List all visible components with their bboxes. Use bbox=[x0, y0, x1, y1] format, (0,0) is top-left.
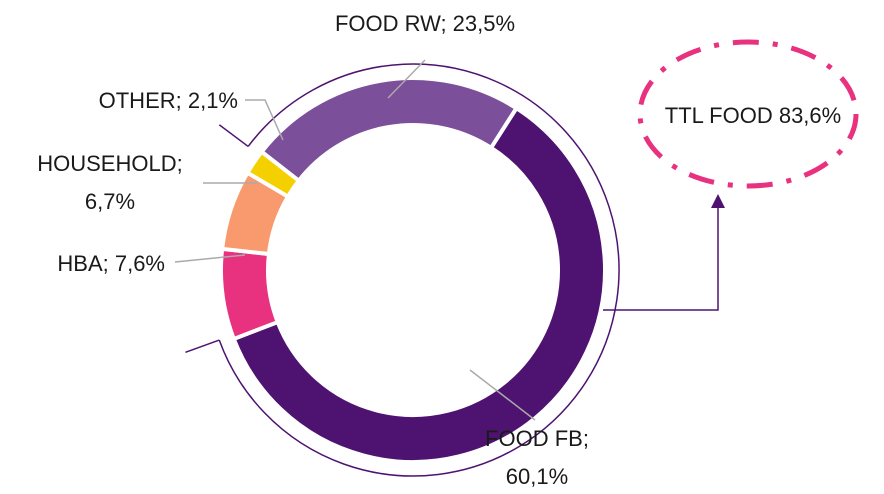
donut-segment bbox=[231, 105, 607, 464]
data-label: OTHER; 2,1% bbox=[99, 88, 238, 113]
data-label: HBA; 7,6% bbox=[57, 251, 165, 276]
leader-line bbox=[469, 369, 536, 421]
label-line: 6,7% bbox=[85, 189, 135, 214]
bracket-end bbox=[185, 339, 220, 354]
label-line: HOUSEHOLD; bbox=[37, 151, 182, 176]
leader-line bbox=[387, 59, 426, 99]
donut bbox=[185, 63, 620, 477]
donut-segment bbox=[219, 246, 281, 342]
donut-segment bbox=[258, 76, 520, 184]
donut-segment bbox=[244, 148, 302, 200]
label-line: 60,1% bbox=[506, 464, 568, 489]
annotation: TTL FOOD 83,6% bbox=[665, 103, 841, 128]
leader-line bbox=[174, 254, 246, 263]
connector bbox=[603, 200, 719, 311]
bracket-arc bbox=[218, 63, 620, 477]
data-label: FOOD FB; 60,1% bbox=[485, 426, 589, 489]
label-line: FOOD FB; bbox=[485, 426, 589, 451]
arrow-head bbox=[711, 194, 725, 208]
bracket-end bbox=[218, 124, 249, 148]
leader-line bbox=[245, 99, 284, 141]
data-label: HOUSEHOLD; 6,7% bbox=[37, 151, 182, 214]
annotation-ellipse bbox=[637, 39, 859, 189]
data-label: FOOD RW; 23,5% bbox=[335, 11, 515, 36]
